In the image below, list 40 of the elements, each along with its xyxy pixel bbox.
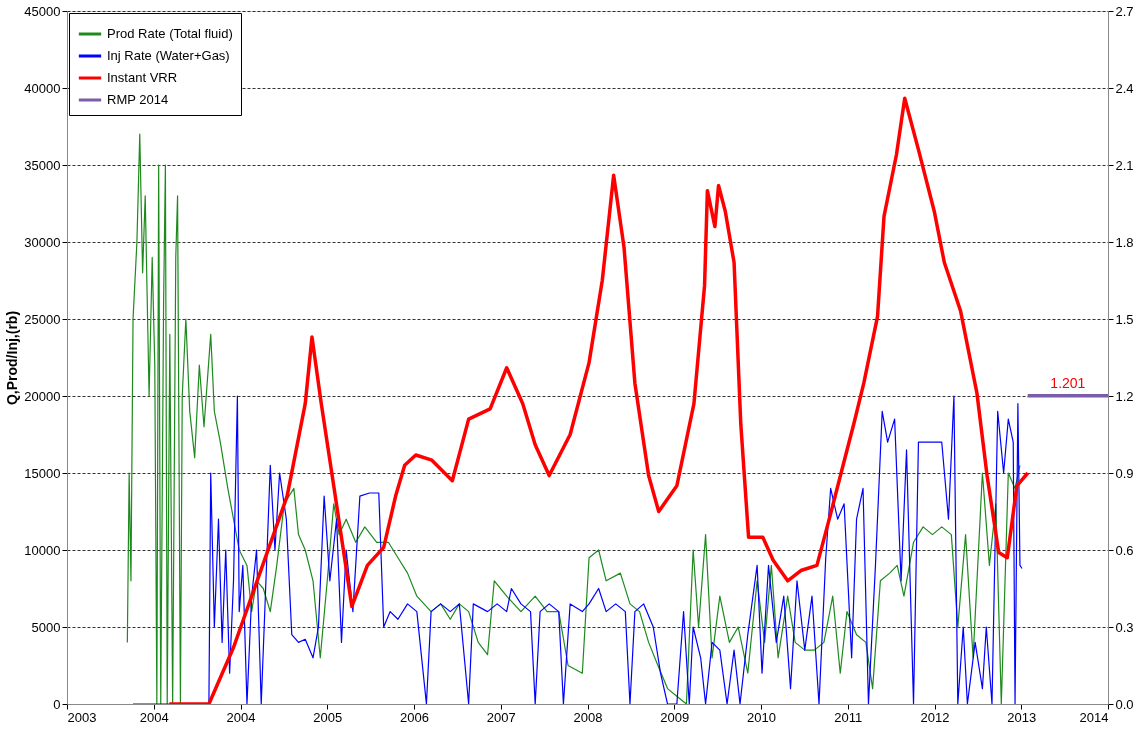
y2-tick-label: 1.5 — [1115, 311, 1134, 327]
y2-tick-label: 1.2 — [1115, 388, 1134, 404]
x-tick-label: 2012 — [920, 709, 950, 725]
y-tick-label: 5000 — [31, 619, 61, 635]
x-tick-label: 2009 — [660, 709, 690, 725]
y-tick-label: 40000 — [24, 80, 61, 96]
y2-tick-label: 2.1 — [1115, 157, 1134, 173]
y2-tick-label: 2.7 — [1115, 3, 1134, 19]
x-tick-label: 2003 — [67, 709, 97, 725]
x-tick-label: 2007 — [486, 709, 516, 725]
x-tick-label: 2006 — [400, 709, 429, 725]
y2-tick-label: 0.9 — [1115, 465, 1134, 481]
legend-label: Inj Rate (Water+Gas) — [107, 48, 230, 63]
y2-tick-label: 0.3 — [1115, 619, 1134, 635]
y-tick-label: 20000 — [24, 388, 61, 404]
legend-label: RMP 2014 — [107, 92, 169, 107]
x-tick-label: 2008 — [573, 709, 603, 725]
y2-tick-label: 0.6 — [1115, 542, 1134, 558]
x-tick-label: 2013 — [1007, 709, 1037, 725]
x-tick-label: 2005 — [313, 709, 343, 725]
y-tick-label: 0 — [53, 696, 61, 712]
annotation: 1.201 — [1050, 374, 1086, 391]
x-tick-label: 2014 — [1079, 709, 1109, 725]
x-tick-label: 2004 — [226, 709, 256, 725]
line-series — [132, 395, 1023, 704]
x-tick-label: 2004 — [139, 709, 169, 725]
y-tick-label: 25000 — [24, 311, 61, 327]
y2-tick-label: 0.0 — [1115, 696, 1134, 712]
y-tick-label: 45000 — [24, 3, 61, 19]
x-tick-label: 2011 — [834, 709, 863, 725]
y-tick-label: 30000 — [24, 234, 61, 250]
y-tick-label: 15000 — [24, 465, 61, 481]
x-tick-label: 2010 — [747, 709, 776, 725]
y-tick-label: 35000 — [24, 157, 61, 173]
y2-tick-label: 1.8 — [1115, 234, 1134, 250]
y2-tick-label: 2.4 — [1115, 80, 1134, 96]
legend-label: Instant VRR — [107, 70, 178, 85]
legend-label: Prod Rate (Total fluid) — [107, 26, 233, 41]
y-axis-title: Q,Prod/Inj,(rb) — [4, 310, 21, 406]
y-tick-label: 10000 — [24, 542, 61, 558]
